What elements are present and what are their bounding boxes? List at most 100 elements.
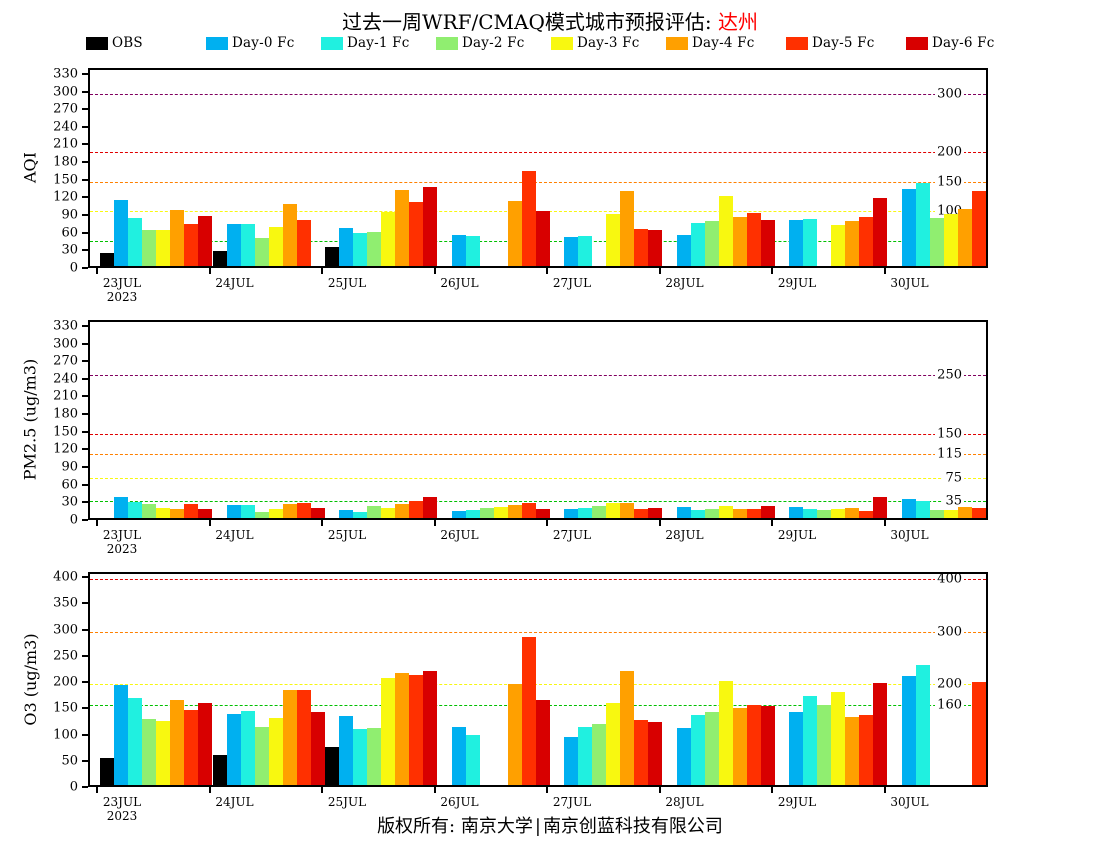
threshold-label-160: 160: [935, 697, 964, 713]
bar-pm25-30JUL-Day-4Fc: [957, 507, 972, 518]
y-tickmark: [82, 231, 88, 234]
bar-o3-23JUL-Day-5Fc: [184, 710, 198, 785]
bar-o3-24JUL-Day-1Fc: [240, 711, 255, 785]
bar-o3-25JUL-OBS: [325, 746, 339, 785]
bar-o3-28JUL-Day-5Fc: [746, 705, 761, 785]
threshold-line-150: [90, 433, 986, 435]
bar-o3-23JUL-Day-1Fc: [128, 697, 142, 785]
bar-aqi-23JUL-Day-4Fc: [170, 209, 184, 266]
legend-swatch-icon: [906, 36, 928, 50]
bar-pm25-30JUL-Day-0Fc: [901, 499, 916, 518]
legend-item-day-6-fc: Day-6 Fc: [906, 35, 994, 51]
x-tickmark: [96, 520, 98, 526]
bar-pm25-26JUL-Day-1Fc: [465, 510, 480, 518]
bar-o3-27JUL-Day-5Fc: [634, 719, 648, 785]
bar-pm25-28JUL-Day-5Fc: [746, 509, 761, 518]
threshold-line-200: [90, 684, 986, 686]
y-tickmark: [82, 733, 88, 736]
x-tickmark: [208, 268, 211, 274]
bar-pm25-23JUL-Day-2Fc: [142, 503, 156, 518]
bar-o3-27JUL-Day-3Fc: [606, 702, 620, 785]
x-axis-year-label: 2023: [106, 809, 138, 823]
y-tick-o3-400: 400: [53, 569, 78, 585]
y-tickmark: [82, 602, 88, 605]
y-tickmark: [82, 501, 88, 504]
x-tickmark: [96, 268, 98, 274]
bar-aqi-28JUL-Day-0Fc: [676, 235, 691, 266]
x-axis-label-25JUL: 25JUL: [327, 795, 367, 809]
bar-o3-28JUL-Day-4Fc: [732, 707, 747, 785]
y-tick-aqi-150: 150: [53, 172, 78, 188]
y-tick-aqi-90: 90: [61, 207, 78, 223]
y-axis-label-aqi: AQI: [20, 152, 40, 183]
bar-o3-23JUL-OBS: [100, 757, 114, 785]
y-tick-aqi-30: 30: [61, 242, 78, 258]
bar-pm25-29JUL-Day-4Fc: [845, 508, 859, 518]
bar-pm25-23JUL-Day-4Fc: [170, 509, 184, 518]
x-tickmark: [208, 520, 211, 526]
bar-pm25-29JUL-Day-3Fc: [831, 508, 845, 518]
bar-aqi-30JUL-Day-3Fc: [943, 213, 958, 266]
y-tick-aqi-240: 240: [53, 119, 78, 135]
y-tick-o3-0: 0: [69, 779, 78, 795]
bar-aqi-25JUL-OBS: [325, 246, 339, 266]
bar-o3-29JUL-Day-4Fc: [845, 716, 859, 785]
y-tick-pm25-120: 120: [53, 441, 78, 457]
legend-label: Day-3 Fc: [577, 35, 640, 51]
chart-panel-aqi: AQI5010015020030003060901201501802102402…: [0, 66, 1100, 314]
y-tickmark: [82, 377, 88, 380]
bar-pm25-28JUL-Day-3Fc: [718, 506, 733, 518]
bar-aqi-27JUL-Day-3Fc: [606, 214, 620, 266]
x-axis-label-30JUL: 30JUL: [890, 528, 929, 542]
bar-pm25-27JUL-Day-4Fc: [620, 503, 634, 518]
x-axis-label-28JUL: 28JUL: [665, 795, 704, 809]
legend-swatch-icon: [786, 36, 808, 50]
bar-pm25-28JUL-Day-6Fc: [760, 506, 775, 518]
bar-o3-25JUL-Day-6Fc: [423, 670, 437, 785]
x-tickmark: [433, 520, 436, 526]
threshold-line-35: [90, 501, 986, 503]
x-axis-label-24JUL: 24JUL: [215, 276, 254, 290]
y-tick-pm25-60: 60: [61, 477, 78, 493]
legend-swatch-icon: [436, 36, 458, 50]
bar-o3-26JUL-Day-4Fc: [507, 684, 522, 785]
x-tickmark: [771, 520, 773, 526]
y-tick-aqi-120: 120: [53, 189, 78, 205]
bar-o3-26JUL-Day-1Fc: [465, 734, 480, 785]
bar-pm25-25JUL-Day-3Fc: [381, 508, 395, 518]
bar-pm25-25JUL-Day-5Fc: [409, 500, 423, 518]
bar-o3-28JUL-Day-6Fc: [760, 705, 775, 785]
bar-o3-29JUL-Day-0Fc: [789, 711, 803, 785]
bar-pm25-26JUL-Day-6Fc: [535, 508, 550, 518]
bar-pm25-24JUL-Day-4Fc: [282, 503, 297, 518]
legend: OBS Day-0 Fc Day-1 Fc Day-2 Fc Day-3 Fc Day-4…: [86, 34, 1066, 52]
x-axis-label-26JUL: 26JUL: [440, 795, 479, 809]
legend-item-day-2-fc: Day-2 Fc: [436, 35, 524, 51]
y-tick-aqi-300: 300: [53, 84, 78, 100]
y-tickmark: [82, 413, 88, 416]
bar-aqi-29JUL-Day-0Fc: [789, 219, 803, 266]
bar-pm25-28JUL-Day-0Fc: [676, 506, 691, 518]
legend-label: Day-6 Fc: [932, 35, 995, 51]
y-tick-o3-250: 250: [53, 648, 78, 664]
bar-aqi-26JUL-Day-5Fc: [521, 170, 536, 266]
legend-label: Day-0 Fc: [232, 35, 295, 51]
x-axis-label-24JUL: 24JUL: [215, 528, 254, 542]
threshold-label-200: 200: [935, 676, 964, 692]
bar-aqi-30JUL-Day-0Fc: [901, 188, 916, 266]
bar-aqi-25JUL-Day-5Fc: [409, 202, 423, 266]
threshold-label-75: 75: [943, 470, 964, 486]
bar-o3-26JUL-Day-0Fc: [451, 727, 466, 785]
bar-aqi-24JUL-Day-1Fc: [240, 223, 255, 266]
y-tickmark: [82, 395, 88, 398]
bar-aqi-24JUL-Day-0Fc: [226, 224, 241, 266]
y-tick-pm25-210: 210: [53, 388, 78, 404]
y-tickmark: [82, 196, 88, 199]
y-tick-pm25-300: 300: [53, 336, 78, 352]
bar-aqi-24JUL-Day-2Fc: [254, 237, 269, 266]
x-tickmark: [883, 268, 886, 274]
x-axis-label-26JUL: 26JUL: [440, 528, 479, 542]
bar-aqi-25JUL-Day-4Fc: [395, 190, 409, 266]
bar-pm25-29JUL-Day-0Fc: [789, 507, 803, 518]
bar-pm25-27JUL-Day-1Fc: [578, 508, 592, 518]
